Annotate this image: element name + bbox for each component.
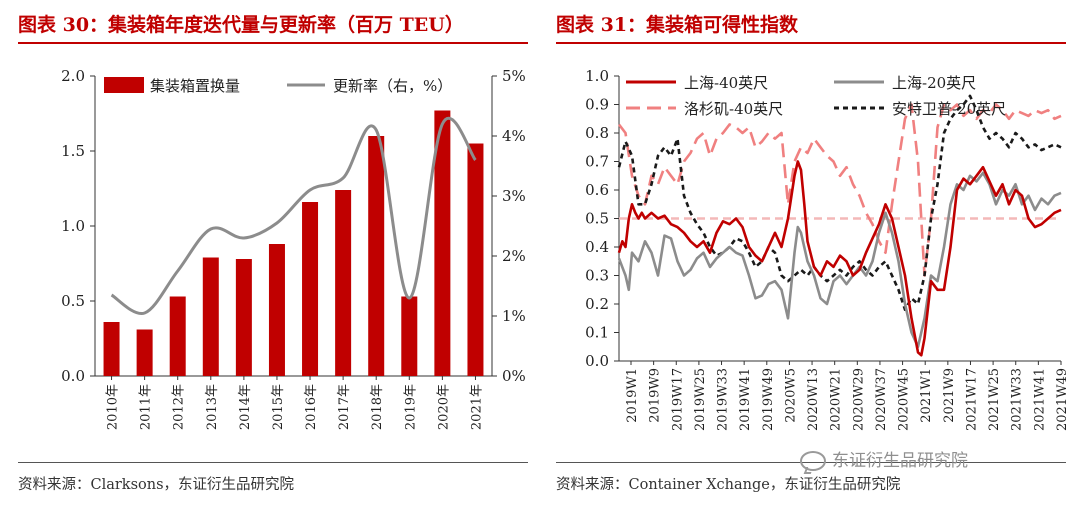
x-tick-label: 2021W25 bbox=[987, 368, 1002, 431]
left-y-tick-label: 0.0 bbox=[61, 367, 85, 385]
x-tick-label: 2019W33 bbox=[716, 368, 731, 431]
right-title-rule bbox=[556, 42, 1066, 44]
x-tick-label: 2021W9 bbox=[942, 368, 957, 423]
left-y-tick-label: 2.0 bbox=[61, 67, 85, 85]
wechat-icon bbox=[800, 451, 826, 471]
left-source-rule bbox=[18, 462, 528, 463]
renewal-rate-line bbox=[110, 116, 477, 315]
bar bbox=[434, 110, 451, 376]
series-line-2 bbox=[617, 171, 1062, 349]
x-tick-label: 2016年 bbox=[304, 384, 319, 430]
x-tick-label: 2021W49 bbox=[1055, 368, 1070, 431]
left-y-tick-label: 1.0 bbox=[61, 217, 85, 235]
series-line-1 bbox=[617, 160, 1062, 357]
x-tick-label: 2019W25 bbox=[693, 368, 708, 431]
y-tick-label: 0.0 bbox=[585, 352, 609, 370]
y-tick-label: 0.9 bbox=[585, 96, 609, 114]
x-tick-label: 2010年 bbox=[106, 384, 121, 430]
left-title-rule bbox=[18, 42, 528, 44]
left-chart: 0.0 0.5 1.0 1.5 2.0 0% 1% 2% 3% 4% 5% 2010年 2011年 201… bbox=[61, 67, 526, 430]
y-tick-label: 0.3 bbox=[585, 267, 609, 285]
bar bbox=[368, 136, 385, 376]
right-y-tick-label: 4% bbox=[502, 127, 526, 145]
x-tick-label: 2021W41 bbox=[1032, 368, 1047, 431]
x-tick-label: 2021W33 bbox=[1010, 368, 1025, 431]
x-tick-label: 2013年 bbox=[205, 384, 220, 430]
series-line-3 bbox=[617, 103, 1062, 277]
x-tick-label: 2011年 bbox=[139, 384, 154, 430]
y-tick-label: 0.5 bbox=[585, 210, 609, 228]
right-chart-title: 图表 31：集装箱可得性指数 bbox=[556, 14, 799, 36]
x-tick-label: 2017年 bbox=[337, 384, 352, 430]
legend-label: 上海-40英尺 bbox=[684, 74, 768, 92]
legend-label-line: 更新率（右，%） bbox=[333, 77, 452, 95]
bar bbox=[169, 296, 186, 376]
y-tick-label: 0.6 bbox=[585, 181, 609, 199]
legend-label: 洛杉矶-40英尺 bbox=[684, 100, 783, 118]
x-tick-label: 2019W41 bbox=[738, 368, 753, 431]
y-tick-label: 0.1 bbox=[585, 324, 609, 342]
left-y-tick-label: 1.5 bbox=[61, 142, 85, 160]
right-y-tick-label: 3% bbox=[502, 187, 526, 205]
x-tick-label: 2019W17 bbox=[670, 368, 685, 431]
legend-label-bar: 集装箱置换量 bbox=[150, 77, 240, 95]
x-tick-label: 2015年 bbox=[271, 384, 286, 430]
x-tick-label: 2019W9 bbox=[648, 368, 663, 423]
right-chart: 0.0 0.1 0.2 0.3 0.4 0.5 0.6 0.7 0.8 0.9 1.0 2019W1 2… bbox=[585, 67, 1070, 431]
bar bbox=[136, 329, 153, 376]
y-tick-label: 1.0 bbox=[585, 67, 609, 85]
x-tick-label: 2018年 bbox=[370, 384, 385, 430]
legend-swatch-bar bbox=[104, 77, 144, 93]
y-tick-label: 0.8 bbox=[585, 124, 609, 142]
bar bbox=[202, 257, 219, 376]
x-tick-label: 2019W1 bbox=[625, 368, 640, 423]
left-chart-title: 图表 30：集装箱年度迭代量与更新率（百万 TEU） bbox=[18, 14, 464, 36]
y-tick-label: 0.2 bbox=[585, 295, 609, 313]
y-tick-label: 0.7 bbox=[585, 153, 609, 171]
x-tick-label: 2012年 bbox=[172, 384, 187, 430]
legend-label: 上海-20英尺 bbox=[892, 74, 976, 92]
series-line-4 bbox=[617, 94, 1062, 311]
x-tick-label: 2020W21 bbox=[829, 368, 844, 431]
x-tick-label: 2019年 bbox=[403, 384, 418, 430]
x-tick-label: 2020W37 bbox=[874, 368, 889, 431]
watermark-text: 东证衍生品研究院 bbox=[832, 451, 968, 471]
y-tick-label: 0.4 bbox=[585, 238, 609, 256]
x-tick-label: 2020年 bbox=[436, 384, 451, 430]
right-y-tick-label: 0% bbox=[502, 367, 526, 385]
x-tick-label: 2021W17 bbox=[964, 368, 979, 431]
bar bbox=[235, 259, 252, 376]
left-source: 资料来源：Clarksons，东证衍生品研究院 bbox=[18, 477, 295, 493]
watermark: 东证衍生品研究院 bbox=[800, 446, 968, 471]
left-y-tick-label: 0.5 bbox=[61, 292, 85, 310]
bar bbox=[103, 322, 120, 376]
right-source: 资料来源：Container Xchange，东证衍生品研究院 bbox=[556, 477, 901, 493]
x-tick-label: 2020W13 bbox=[806, 368, 821, 431]
x-tick-label: 2020W5 bbox=[783, 368, 798, 423]
x-tick-label: 2019W49 bbox=[761, 368, 776, 431]
bar bbox=[335, 190, 352, 376]
x-tick-label: 2014年 bbox=[238, 384, 253, 430]
bar bbox=[268, 244, 285, 376]
bar bbox=[401, 296, 418, 376]
right-y-tick-label: 2% bbox=[502, 247, 526, 265]
bar bbox=[467, 143, 484, 376]
right-y-tick-label: 5% bbox=[502, 67, 526, 85]
x-tick-label: 2021W1 bbox=[919, 368, 934, 423]
right-y-tick-label: 1% bbox=[502, 307, 526, 325]
legend-label: 安特卫普-20英尺 bbox=[892, 100, 1006, 118]
x-tick-label: 2020W45 bbox=[897, 368, 912, 431]
x-tick-label: 2020W29 bbox=[851, 368, 866, 431]
bar bbox=[302, 202, 319, 376]
x-tick-label: 2021年 bbox=[469, 384, 484, 430]
